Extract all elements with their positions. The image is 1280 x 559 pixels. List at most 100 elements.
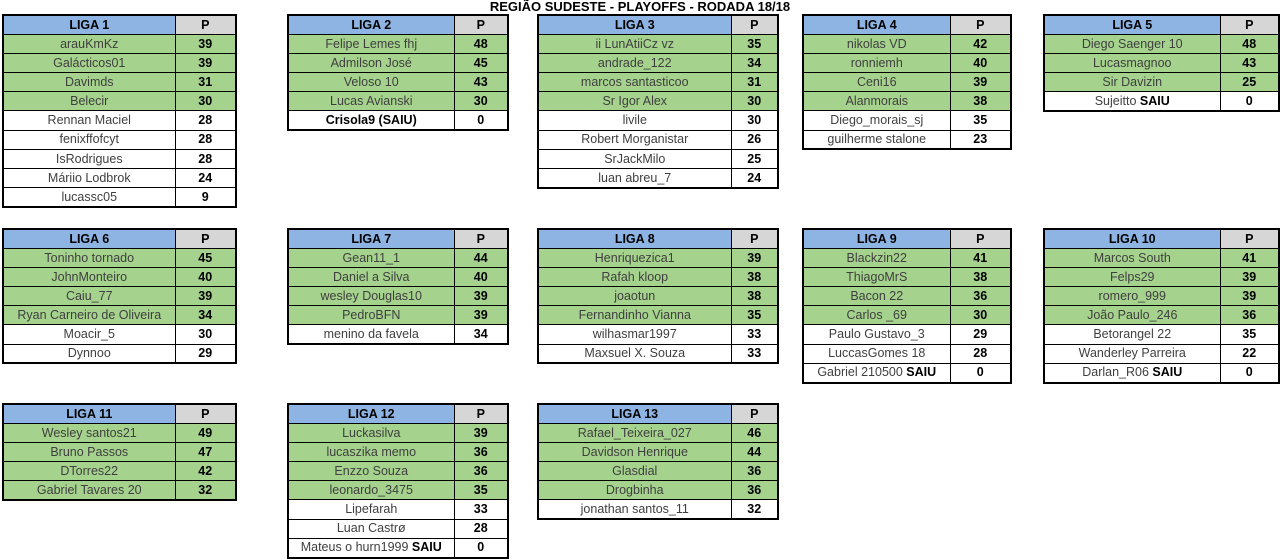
league-title: LIGA 3 <box>537 14 732 35</box>
table-row: marcos santasticoo 31 <box>537 72 779 93</box>
league-table: LIGA 8 P Henriquezica1 39 Rafah kloop 38 joaot… <box>537 228 779 365</box>
player-name: romero_999 <box>1043 286 1221 307</box>
player-name: Davidson Henrique <box>537 441 732 463</box>
player-name: SrJackMilo <box>537 148 732 170</box>
player-name: Glasdial <box>537 461 732 482</box>
points-column-header: P <box>949 228 1012 249</box>
player-points: 31 <box>174 72 237 93</box>
league-header-row: LIGA 10 P <box>1043 228 1280 249</box>
player-name: Enzzo Souza <box>287 461 455 482</box>
league-title: LIGA 4 <box>802 14 951 35</box>
player-points: 36 <box>1219 305 1280 326</box>
league-title: LIGA 9 <box>802 228 951 249</box>
player-name: Wesley santos21 <box>2 422 176 443</box>
player-name: Gabriel Tavares 20 <box>2 480 176 501</box>
points-column-header: P <box>949 14 1012 35</box>
table-row: arauKmKz 39 <box>2 33 237 54</box>
player-points: 34 <box>730 52 779 74</box>
player-name: luan abreu_7 <box>537 167 732 189</box>
player-name: Galácticos01 <box>2 52 176 74</box>
table-row: Rennan Maciel 28 <box>2 110 237 131</box>
player-name: Gabriel 210500 SAIU <box>802 362 951 384</box>
league-table: LIGA 5 P Diego Saenger 10 48 Lucasmagnoo 43 Si… <box>1043 14 1280 112</box>
player-name: Veloso 10 <box>287 72 455 93</box>
table-row: Glasdial 36 <box>537 461 779 482</box>
player-points: 40 <box>949 52 1012 74</box>
table-row: joaotun 38 <box>537 286 779 307</box>
player-points: 48 <box>1219 33 1280 54</box>
saiu-flag: SAIU <box>902 365 937 380</box>
league-title: LIGA 11 <box>2 403 176 424</box>
player-points: 33 <box>730 343 779 364</box>
table-row: Lipefarah 33 <box>287 499 509 520</box>
player-name: Wanderley Parreira <box>1043 343 1221 364</box>
points-column-header: P <box>174 14 237 35</box>
player-points: 35 <box>730 33 779 54</box>
table-row: Máriio Lodbrok 24 <box>2 167 237 189</box>
player-points: 39 <box>1219 286 1280 307</box>
player-name: Belecir <box>2 91 176 112</box>
player-name: Bruno Passos <box>2 441 176 463</box>
player-name: ThiagoMrS <box>802 266 951 288</box>
player-name: Diego Saenger 10 <box>1043 33 1221 54</box>
table-row: ronniemh 40 <box>802 52 1012 74</box>
player-name: Mateus o hurn1999 SAIU <box>287 537 455 559</box>
player-name: ii LunAtiiCz vz <box>537 33 732 54</box>
table-row: Belecir 30 <box>2 91 237 112</box>
player-points: 39 <box>949 72 1012 93</box>
points-column-header: P <box>174 228 237 249</box>
player-points: 48 <box>453 33 509 54</box>
player-name: Moacir_5 <box>2 324 176 345</box>
league-table: LIGA 6 P Toninho tornado 45 JohnMonteiro 40 Ca… <box>2 228 237 365</box>
table-row: Ryan Carneiro de Oliveira 34 <box>2 305 237 326</box>
player-name: Betorangel 22 <box>1043 324 1221 345</box>
player-name: PedroBFN <box>287 305 455 326</box>
player-points: 39 <box>453 305 509 326</box>
league-table: LIGA 11 P Wesley santos21 49 Bruno Passos 47 D… <box>2 403 237 501</box>
table-row: Lucasmagnoo 43 <box>1043 52 1280 74</box>
points-column-header: P <box>453 403 509 424</box>
player-points: 0 <box>453 110 509 131</box>
player-points: 36 <box>453 441 509 463</box>
player-name: fenixffofcyt <box>2 129 176 150</box>
player-points: 32 <box>174 480 237 501</box>
table-row: Fernandinho Vianna 35 <box>537 305 779 326</box>
league-title: LIGA 6 <box>2 228 176 249</box>
table-row: nikolas VD 42 <box>802 33 1012 54</box>
player-name: Maxsuel X. Souza <box>537 343 732 364</box>
player-name: João Paulo_246 <box>1043 305 1221 326</box>
player-points: 32 <box>730 499 779 520</box>
table-row: guilherme stalone 23 <box>802 129 1012 150</box>
player-name: Lucasmagnoo <box>1043 52 1221 74</box>
table-row: ii LunAtiiCz vz 35 <box>537 33 779 54</box>
player-name: Robert Morganistar <box>537 129 732 150</box>
table-row: Ceni16 39 <box>802 72 1012 93</box>
player-points: 39 <box>730 247 779 268</box>
player-name: Daniel a Silva <box>287 266 455 288</box>
player-points: 45 <box>453 52 509 74</box>
player-points: 0 <box>949 362 1012 384</box>
player-name: leonardo_3475 <box>287 480 455 501</box>
table-row: Drogbinha 36 <box>537 480 779 501</box>
points-column-header: P <box>453 228 509 249</box>
points-column-header: P <box>730 403 779 424</box>
league-title: LIGA 12 <box>287 403 455 424</box>
player-points: 30 <box>174 91 237 112</box>
player-points: 39 <box>174 286 237 307</box>
player-points: 44 <box>453 247 509 268</box>
table-row: Betorangel 22 35 <box>1043 324 1280 345</box>
table-row: wilhasmar1997 33 <box>537 324 779 345</box>
table-row: Rafah kloop 38 <box>537 266 779 288</box>
table-row: Crisola9 (SAIU) 0 <box>287 110 509 131</box>
table-row: Felps29 39 <box>1043 266 1280 288</box>
league-header-row: LIGA 11 P <box>2 403 237 424</box>
player-name: livile <box>537 110 732 131</box>
player-points: 23 <box>949 129 1012 150</box>
player-name: Drogbinha <box>537 480 732 501</box>
table-row: Wanderley Parreira 22 <box>1043 343 1280 364</box>
